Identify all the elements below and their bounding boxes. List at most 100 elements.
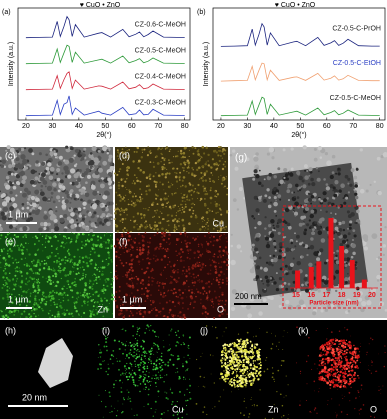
texture-dot bbox=[349, 223, 352, 226]
texture-dot bbox=[327, 363, 328, 364]
texture-dot bbox=[117, 361, 118, 362]
texture-dot bbox=[238, 386, 239, 387]
texture-dot bbox=[183, 343, 185, 345]
texture-dot bbox=[87, 175, 91, 179]
texture-dot bbox=[117, 252, 118, 253]
texture-dot bbox=[243, 340, 245, 342]
texture-dot bbox=[163, 315, 164, 316]
texture-dot bbox=[311, 412, 312, 413]
texture-dot bbox=[275, 200, 277, 202]
texture-dot bbox=[146, 324, 148, 326]
texture-dot bbox=[99, 179, 102, 182]
texture-dot bbox=[139, 313, 142, 316]
texture-dot bbox=[122, 373, 124, 375]
texture-dot bbox=[123, 265, 125, 267]
texture-dot bbox=[106, 177, 108, 179]
texture-dot bbox=[89, 160, 94, 165]
texture-dot bbox=[231, 234, 233, 236]
texture-dot bbox=[202, 411, 204, 413]
texture-dot bbox=[109, 303, 110, 304]
texture-dot bbox=[106, 350, 108, 352]
texture-dot bbox=[255, 336, 256, 337]
texture-dot bbox=[256, 343, 258, 345]
texture-dot bbox=[161, 157, 163, 159]
texture-dot bbox=[71, 241, 73, 243]
texture-dot bbox=[206, 296, 208, 298]
texture-dot bbox=[348, 214, 352, 218]
texture-dot bbox=[379, 386, 380, 387]
texture-dot bbox=[186, 405, 187, 406]
texture-dot bbox=[338, 222, 342, 226]
texture-dot bbox=[52, 290, 54, 292]
texture-dot bbox=[27, 284, 28, 285]
texture-dot bbox=[144, 293, 145, 294]
texture-dot bbox=[185, 147, 187, 149]
texture-dot bbox=[121, 391, 123, 393]
texture-dot bbox=[204, 204, 207, 207]
texture-dot bbox=[344, 249, 349, 254]
texture-dot bbox=[201, 244, 203, 246]
texture-dot bbox=[159, 302, 160, 303]
texture-dot bbox=[318, 170, 320, 172]
texture-dot bbox=[354, 372, 356, 374]
texture-dot bbox=[182, 207, 184, 209]
texture-dot bbox=[144, 300, 146, 302]
texture-dot bbox=[172, 167, 174, 169]
texture-dot bbox=[99, 294, 100, 295]
texture-dot bbox=[155, 172, 156, 173]
texture-dot bbox=[176, 255, 177, 256]
texture-dot bbox=[345, 344, 346, 345]
texture-dot bbox=[257, 353, 259, 355]
texture-dot bbox=[31, 261, 33, 263]
texture-dot bbox=[178, 302, 181, 305]
texture-dot bbox=[219, 300, 221, 302]
texture-dot bbox=[75, 241, 77, 243]
texture-dot bbox=[152, 300, 154, 302]
texture-dot bbox=[253, 336, 254, 337]
texture-dot bbox=[183, 208, 185, 210]
texture-dot bbox=[16, 245, 17, 246]
texture-dot bbox=[212, 408, 213, 409]
texture-dot bbox=[123, 178, 124, 179]
texture-dot bbox=[177, 371, 178, 372]
texture-dot bbox=[8, 255, 11, 258]
texture-dot bbox=[49, 294, 50, 295]
texture-dot bbox=[57, 311, 59, 313]
texture-dot bbox=[351, 256, 354, 259]
texture-dot bbox=[176, 229, 177, 230]
texture-dot bbox=[130, 249, 131, 250]
texture-dot bbox=[5, 309, 6, 310]
texture-dot bbox=[241, 344, 242, 345]
texture-dot bbox=[323, 228, 325, 230]
texture-dot bbox=[340, 340, 342, 342]
texture-dot bbox=[47, 281, 49, 283]
texture-dot bbox=[53, 282, 54, 283]
texture-dot bbox=[249, 413, 251, 415]
texture-dot bbox=[79, 256, 80, 257]
texture-dot bbox=[11, 173, 14, 176]
texture-dot bbox=[34, 282, 35, 283]
texture-dot bbox=[309, 226, 312, 229]
texture-dot bbox=[250, 341, 252, 343]
texture-dot bbox=[16, 281, 17, 282]
texture-dot bbox=[157, 378, 158, 379]
texture-dot bbox=[275, 250, 277, 252]
texture-dot bbox=[323, 191, 327, 195]
texture-dot bbox=[331, 374, 332, 375]
texture-dot bbox=[321, 369, 322, 370]
texture-dot bbox=[355, 362, 357, 364]
texture-dot bbox=[108, 182, 111, 185]
texture-dot bbox=[357, 390, 358, 391]
texture-dot bbox=[137, 327, 138, 328]
texture-dot bbox=[219, 208, 221, 210]
texture-dot bbox=[101, 268, 102, 269]
texture-dot bbox=[122, 411, 124, 413]
texture-dot bbox=[161, 368, 163, 370]
texture-dot bbox=[210, 264, 212, 266]
texture-dot bbox=[224, 343, 227, 346]
texture-dot bbox=[106, 285, 108, 287]
texture-dot bbox=[250, 375, 251, 376]
panel-label: (c) bbox=[5, 150, 16, 160]
texture-dot bbox=[16, 278, 18, 280]
texture-dot bbox=[346, 352, 348, 354]
